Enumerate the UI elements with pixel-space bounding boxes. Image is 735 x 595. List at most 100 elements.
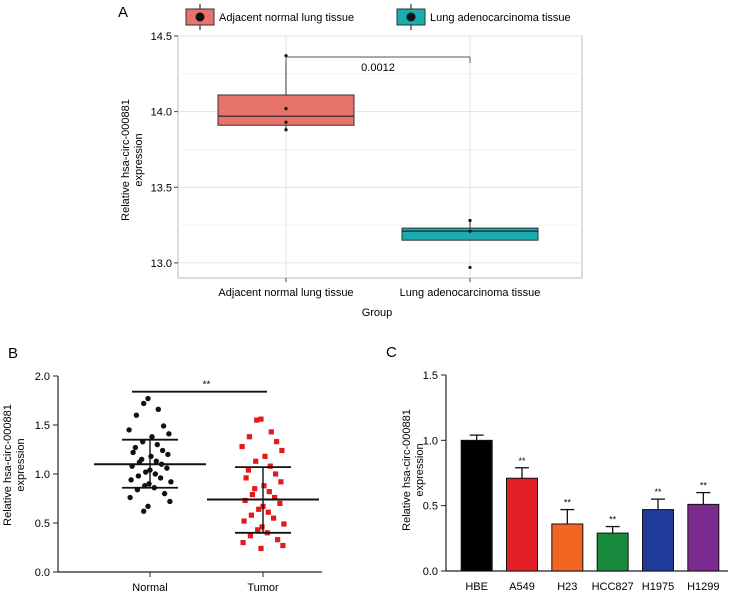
legend-item-normal: Adjacent normal lung tissue [185,4,354,30]
b-point-tumor [249,491,255,498]
b-point-normal [149,434,155,440]
a-data-point [468,218,472,223]
b-point-normal [154,441,160,448]
b-point-normal [143,469,149,475]
a-xtick-label: Adjacent normal lung tissue [218,287,353,299]
b-point-tumor [272,494,278,501]
panel-a-ylabel-line2: expression [133,133,145,186]
b-point-tumor [239,443,245,450]
b-point-tumor [277,500,283,506]
c-bar-h23 [551,523,584,572]
b-point-normal [166,431,172,437]
b-point-normal [168,479,174,485]
b-xtick-label: Tumor [247,582,279,594]
c-xtick-label: H1975 [642,581,674,593]
b-point-normal [126,427,132,433]
b-point-tumor [265,509,271,515]
panel-a: A Adjacent normal lung tissue Lung adeno… [118,4,583,319]
b-point-normal [141,508,147,514]
legend-label-tumor: Lung adenocarcinoma tissue [430,12,571,24]
b-point-normal [145,395,151,402]
panel-c-ylabel-line2: expression [414,443,426,496]
b-point-tumor [281,521,287,527]
b-point-normal [133,412,140,418]
b-point-tumor [278,479,284,485]
b-point-tumor [268,429,274,435]
legend-item-tumor: Lung adenocarcinoma tissue [396,4,571,30]
b-point-tumor [274,439,280,445]
b-point-normal [130,449,136,456]
c-ytick-label: 0.0 [423,566,438,578]
panel-c-label: C [386,344,397,361]
c-ytick-label: 1.0 [423,435,438,447]
a-ytick-label: 13.0 [151,258,172,270]
b-ytick-label: 2.0 [35,371,50,383]
b-point-normal [159,447,166,454]
panel-a-ylabel-line1: Relative hsa-circ-000881 [120,99,132,221]
b-point-tumor [261,483,267,489]
b-point-tumor [243,475,249,481]
b-point-normal [141,400,147,407]
b-point-tumor [252,486,258,492]
b-point-normal [135,473,142,479]
c-significance-label: ** [564,498,572,508]
b-point-tumor [280,542,286,549]
c-significance-label: ** [654,487,662,497]
legend-dot-tumor [406,12,416,22]
b-point-tumor [267,463,273,469]
c-significance-label: ** [518,456,526,466]
b-point-normal [167,498,173,505]
c-bar-a549 [506,477,538,572]
legend-dot-normal [195,12,205,22]
b-point-tumor [279,447,285,454]
b-ytick-label: 0.0 [35,567,50,579]
panel-b-plot: 0.0 0.5 1.0 1.5 2.0 Normal Tumor ** [35,371,322,594]
b-point-tumor [266,489,272,495]
b-point-normal [128,477,134,483]
panel-b-label: B [8,345,18,362]
b-point-tumor [253,458,259,464]
panel-c-plot: 0.0 0.5 1.0 1.5 HBE A549 ** H23 ** HCC827 ** H1975 *… [423,370,728,593]
a-data-point [284,120,288,124]
b-point-normal [161,490,168,497]
c-significance-label: ** [700,481,708,491]
a-data-point [468,229,472,233]
b-point-tumor [258,416,264,422]
b-point-normal [148,453,154,460]
b-point-tumor [245,467,251,473]
b-point-normal [164,465,170,471]
panel-a-xlabel: Group [362,307,393,319]
b-point-normal [132,444,139,451]
b-point-tumor [246,434,252,440]
b-significance-label: ** [203,380,211,391]
panel-a-label: A [118,4,128,21]
c-bar-hbe [460,439,493,572]
b-point-normal [165,451,171,458]
c-bar-h1299 [687,503,720,572]
panel-b-ylabel-line2: expression [15,438,27,491]
panel-c-ylabel-line1: Relative hsa-circ-000881 [401,409,413,531]
b-point-normal [152,471,158,477]
b-point-tumor [254,417,260,423]
b-point-tumor [248,512,254,518]
c-xtick-label: HBE [465,581,488,593]
b-ytick-label: 1.0 [35,469,50,481]
c-xtick-label: HCC827 [592,581,634,593]
c-xtick-label: A549 [509,581,535,593]
c-bar-h1975 [642,509,674,572]
panel-c: C Relative hsa-circ-000881 expression 0.… [386,344,728,593]
a-data-point [468,265,472,270]
b-point-normal [153,458,159,464]
b-point-tumor [259,524,265,530]
c-ytick-label: 0.5 [423,501,438,513]
b-point-normal [157,475,164,481]
a-xtick-label: Lung adenocarcinoma tissue [400,287,541,299]
a-pvalue: 0.0012 [361,62,395,74]
b-point-tumor [262,453,268,459]
c-ytick-label: 1.5 [423,370,438,382]
legend-label-normal: Adjacent normal lung tissue [219,12,354,24]
a-data-point [284,107,288,111]
b-point-tumor [241,518,247,524]
b-point-normal [155,406,161,413]
